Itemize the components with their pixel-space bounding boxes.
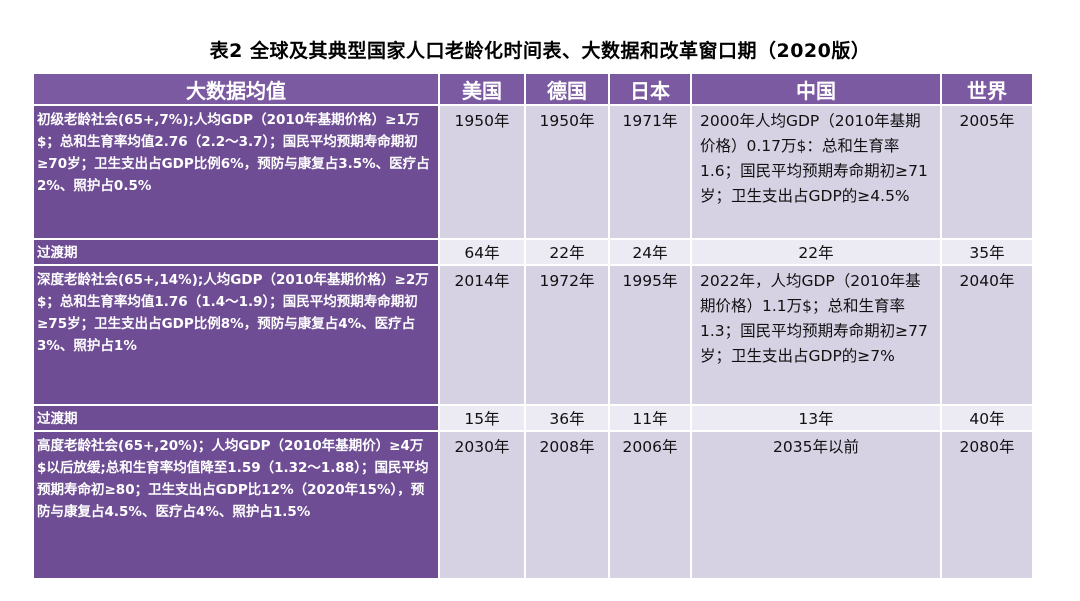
- cell-germany: 22年: [524, 238, 610, 266]
- cell-china: 2035年以前: [690, 430, 942, 580]
- header-china: 中国: [690, 72, 942, 106]
- cell-usa: 2014年: [438, 264, 526, 406]
- cell-china: 2000年人均GDP（2010年基期价格）0.17万$：总和生育率1.6；国民平…: [690, 104, 942, 240]
- header-world: 世界: [940, 72, 1034, 106]
- cell-usa: 2030年: [438, 430, 526, 580]
- aging-timeline-table: 大数据均值 美国 德国 日本 中国 世界 初级老龄社会(65+,7%);人均GD…: [32, 72, 1034, 580]
- row-label: 初级老龄社会(65+,7%);人均GDP（2010年基期价格）≥1万$；总和生育…: [32, 104, 440, 240]
- row-label: 过渡期: [32, 238, 440, 266]
- cell-germany: 36年: [524, 404, 610, 432]
- table-title: 表2 全球及其典型国家人口老龄化时间表、大数据和改革窗口期（2020版）: [209, 40, 871, 62]
- cell-japan: 1995年: [608, 264, 692, 406]
- table-row-deep-aging: 深度老龄社会(65+,14%);人均GDP（2010年基期价格）≥2万$；总和生…: [32, 264, 1034, 406]
- table-row-transition-1: 过渡期 64年 22年 24年 22年 35年: [32, 238, 1034, 266]
- cell-usa: 64年: [438, 238, 526, 266]
- cell-world: 2005年: [940, 104, 1034, 240]
- cell-world: 35年: [940, 238, 1034, 266]
- header-usa: 美国: [438, 72, 526, 106]
- row-label: 深度老龄社会(65+,14%);人均GDP（2010年基期价格）≥2万$；总和生…: [32, 264, 440, 406]
- header-japan: 日本: [608, 72, 692, 106]
- row-label: 高度老龄社会(65+,20%)；人均GDP（2010年基期价）≥4万$以后放缓;…: [32, 430, 440, 580]
- table-row-transition-2: 过渡期 15年 36年 11年 13年 40年: [32, 404, 1034, 432]
- header-germany: 德国: [524, 72, 610, 106]
- cell-world: 40年: [940, 404, 1034, 432]
- header-row: 大数据均值 美国 德国 日本 中国 世界: [32, 72, 1034, 106]
- table-row-advanced-aging: 高度老龄社会(65+,20%)；人均GDP（2010年基期价）≥4万$以后放缓;…: [32, 430, 1034, 580]
- cell-world: 2040年: [940, 264, 1034, 406]
- header-indicator: 大数据均值: [32, 72, 440, 106]
- cell-japan: 11年: [608, 404, 692, 432]
- cell-china: 22年: [690, 238, 942, 266]
- table-row-primary-aging: 初级老龄社会(65+,7%);人均GDP（2010年基期价格）≥1万$；总和生育…: [32, 104, 1034, 240]
- cell-usa: 15年: [438, 404, 526, 432]
- cell-germany: 1972年: [524, 264, 610, 406]
- row-label: 过渡期: [32, 404, 440, 432]
- cell-germany: 2008年: [524, 430, 610, 580]
- cell-germany: 1950年: [524, 104, 610, 240]
- cell-world: 2080年: [940, 430, 1034, 580]
- cell-china: 2022年，人均GDP（2010年基期价格）1.1万$；总和生育率1.3；国民平…: [690, 264, 942, 406]
- cell-japan: 2006年: [608, 430, 692, 580]
- cell-china: 13年: [690, 404, 942, 432]
- cell-usa: 1950年: [438, 104, 526, 240]
- cell-japan: 24年: [608, 238, 692, 266]
- cell-japan: 1971年: [608, 104, 692, 240]
